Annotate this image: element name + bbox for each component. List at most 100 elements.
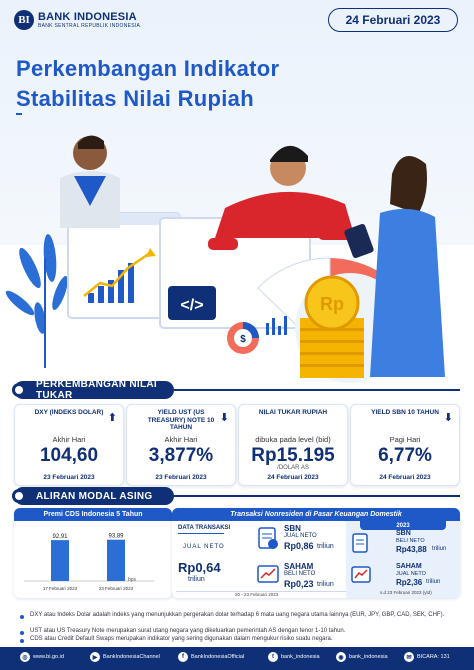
- code-symbol: </>: [180, 297, 203, 314]
- footer-facebook-text: BankIndonesiaOfficial: [191, 654, 245, 660]
- card-date: 24 Februari 2023: [267, 474, 319, 481]
- ytd-saham-sub: JUAL NETO: [396, 571, 426, 577]
- person-center-icon: [208, 145, 355, 250]
- page-title-line1: Perkembangan Indikator: [16, 56, 280, 81]
- saham-value: Rp0,23: [284, 579, 314, 589]
- footer-contact[interactable]: ✉ BICARA: 131: [404, 652, 450, 662]
- ytd-sbn-label: SBN: [396, 530, 411, 537]
- ytd-saham-chart-icon: [351, 566, 371, 583]
- divider: [178, 533, 224, 534]
- bullet-icon: [20, 615, 24, 619]
- card-date: 24 Februari 2023: [379, 474, 431, 481]
- org-subtitle: BANK SENTRAL REPUBLIK INDONESIA: [38, 23, 141, 29]
- footer-facebook[interactable]: f BankIndonesiaOfficial: [178, 652, 244, 662]
- card-subtitle: Akhir Hari: [164, 435, 198, 444]
- card-value: 3,877%: [148, 445, 214, 466]
- card-title: NILAI TUKAR RUPIAH: [258, 409, 328, 416]
- saham-chart-icon: [257, 565, 279, 583]
- card-title: YIELD UST (US TREASURY) NOTE 10 TAHUN: [147, 409, 215, 431]
- dollar-donut-icon: $: [227, 322, 259, 354]
- note-cds: CDS atau Credit Default Swaps merupakan …: [30, 636, 333, 642]
- coin-stack-icon: Rp: [300, 275, 364, 378]
- saham-label: SAHAM: [284, 562, 314, 571]
- section-dot-icon: [12, 383, 26, 397]
- card-subtitle: dibuka pada level (bid): [255, 435, 331, 444]
- card-value: 6,77%: [378, 445, 432, 466]
- saham-sub: BELI NETO: [284, 571, 316, 577]
- card-value: Rp15.195: [251, 445, 335, 466]
- footer-web-text: www.bi.go.id: [33, 654, 64, 660]
- sbn-value: Rp0,86: [284, 541, 314, 551]
- card-value: 104,60: [39, 445, 99, 466]
- card-subtitle: Pagi Hari: [389, 435, 421, 444]
- section-divider: [174, 495, 460, 497]
- globe-icon: ◎: [20, 652, 30, 662]
- footer-web[interactable]: ◎ www.bi.go.id: [20, 652, 64, 662]
- indicator-card: YIELD SBN 10 TAHUN Pagi Hari 6,77% 24 Febru…: [350, 404, 460, 486]
- youtube-icon: ▶: [90, 652, 100, 662]
- jual-neto-value: Rp0,64: [178, 560, 221, 575]
- chat-icon: ✉: [404, 652, 414, 662]
- section-heading-capital: ALIRAN MODAL ASING: [14, 487, 174, 505]
- ytd-sbn-sub: BELI NETO: [396, 538, 425, 544]
- bullet-icon: [20, 631, 24, 635]
- ytd-sbn-document-icon: [352, 533, 368, 553]
- footer-youtube-text: BankIndonesiaChannel: [103, 654, 160, 660]
- cds-title: Premi CDS Indonesia 5 Tahun: [14, 508, 172, 521]
- sbn-document-icon: [258, 527, 278, 549]
- org-name: BANK INDONESIA: [38, 11, 137, 23]
- period-label: 20 - 23 Februari 2023: [235, 592, 279, 597]
- ytd-note: s.d 23 Februari 2023 (ytd): [380, 590, 432, 595]
- facebook-icon: f: [178, 652, 188, 662]
- bar-value-label: 92,91: [52, 534, 68, 540]
- title-underline: [16, 113, 22, 115]
- transactions-title: Transaksi Nonresiden di Pasar Keuangan D…: [172, 508, 460, 521]
- ytd-saham-label: SAHAM: [396, 563, 422, 570]
- footer-twitter-text: bank_indonesia: [281, 654, 320, 660]
- instagram-icon: ◉: [336, 652, 346, 662]
- saham-unit: triliun: [317, 581, 334, 588]
- bar: [107, 539, 125, 581]
- arrow-down-icon: ⬇: [219, 411, 229, 424]
- card-unit: /DOLAR AS: [277, 465, 309, 471]
- arrow-up-icon: ⬆: [107, 411, 117, 424]
- category-label: 23 Februari 2023: [99, 586, 134, 591]
- footer-twitter[interactable]: t bank_indonesia: [268, 652, 320, 662]
- indicator-card: YIELD UST (US TREASURY) NOTE 10 TAHUN Akh…: [126, 404, 236, 486]
- person-right-icon: [344, 156, 445, 377]
- footer-instagram-text: bank_indonesia: [349, 654, 388, 660]
- bullet-icon: [20, 639, 24, 643]
- ytd-saham-unit: triliun: [426, 579, 441, 585]
- footer-contact-text: BICARA: 131: [417, 654, 450, 660]
- sbn-unit: triliun: [317, 543, 334, 550]
- card-date: 23 Februari 2023: [43, 474, 95, 481]
- ytd-year: 2023: [360, 521, 446, 530]
- note-dxy: DXY atau Indeks Dolar adalah indeks yang…: [30, 612, 445, 618]
- footer-instagram[interactable]: ◉ bank_indonesia: [336, 652, 388, 662]
- jual-neto-label: JUAL NETO: [183, 544, 225, 550]
- ytd-sbn-unit: triliun: [432, 546, 447, 552]
- page-title-line2: Stabilitas Nilai Rupiah: [16, 86, 254, 111]
- bar: [51, 540, 69, 581]
- illustration: </> $ Rp: [5, 135, 445, 383]
- bank-indonesia-logo: BI: [14, 10, 34, 30]
- divider: [176, 591, 346, 592]
- card-date: 23 Februari 2023: [155, 474, 207, 481]
- footer: [0, 647, 474, 670]
- bar-value-label: 93,89: [108, 534, 124, 540]
- card-title: DXY (INDEKS DOLAR): [34, 409, 104, 416]
- arrow-down-icon: ⬇: [443, 411, 453, 424]
- cds-panel: [14, 508, 172, 598]
- card-subtitle: Akhir Hari: [52, 435, 86, 444]
- footer-youtube[interactable]: ▶ BankIndonesiaChannel: [90, 652, 160, 662]
- cds-unit-label: bps: [128, 577, 137, 583]
- section-divider: [174, 389, 460, 391]
- note-ust: UST atau US Treasury Note merupakan sura…: [30, 628, 346, 634]
- indicator-card: DXY (INDEKS DOLAR) Akhir Hari 104,60 23 Feb…: [14, 404, 124, 486]
- category-label: 17 Februari 2023: [43, 586, 78, 591]
- section-heading-exchange: PERKEMBANGAN NILAI TUKAR: [14, 379, 174, 401]
- data-transaksi-label: DATA TRANSAKSI: [178, 525, 231, 531]
- coin-symbol: Rp: [320, 294, 344, 314]
- mini-bars-icon: [266, 316, 287, 335]
- twitter-icon: t: [268, 652, 278, 662]
